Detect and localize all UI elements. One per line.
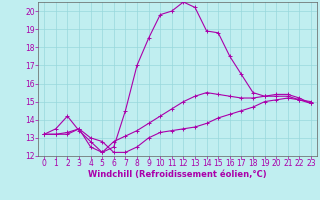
X-axis label: Windchill (Refroidissement éolien,°C): Windchill (Refroidissement éolien,°C) — [88, 170, 267, 179]
